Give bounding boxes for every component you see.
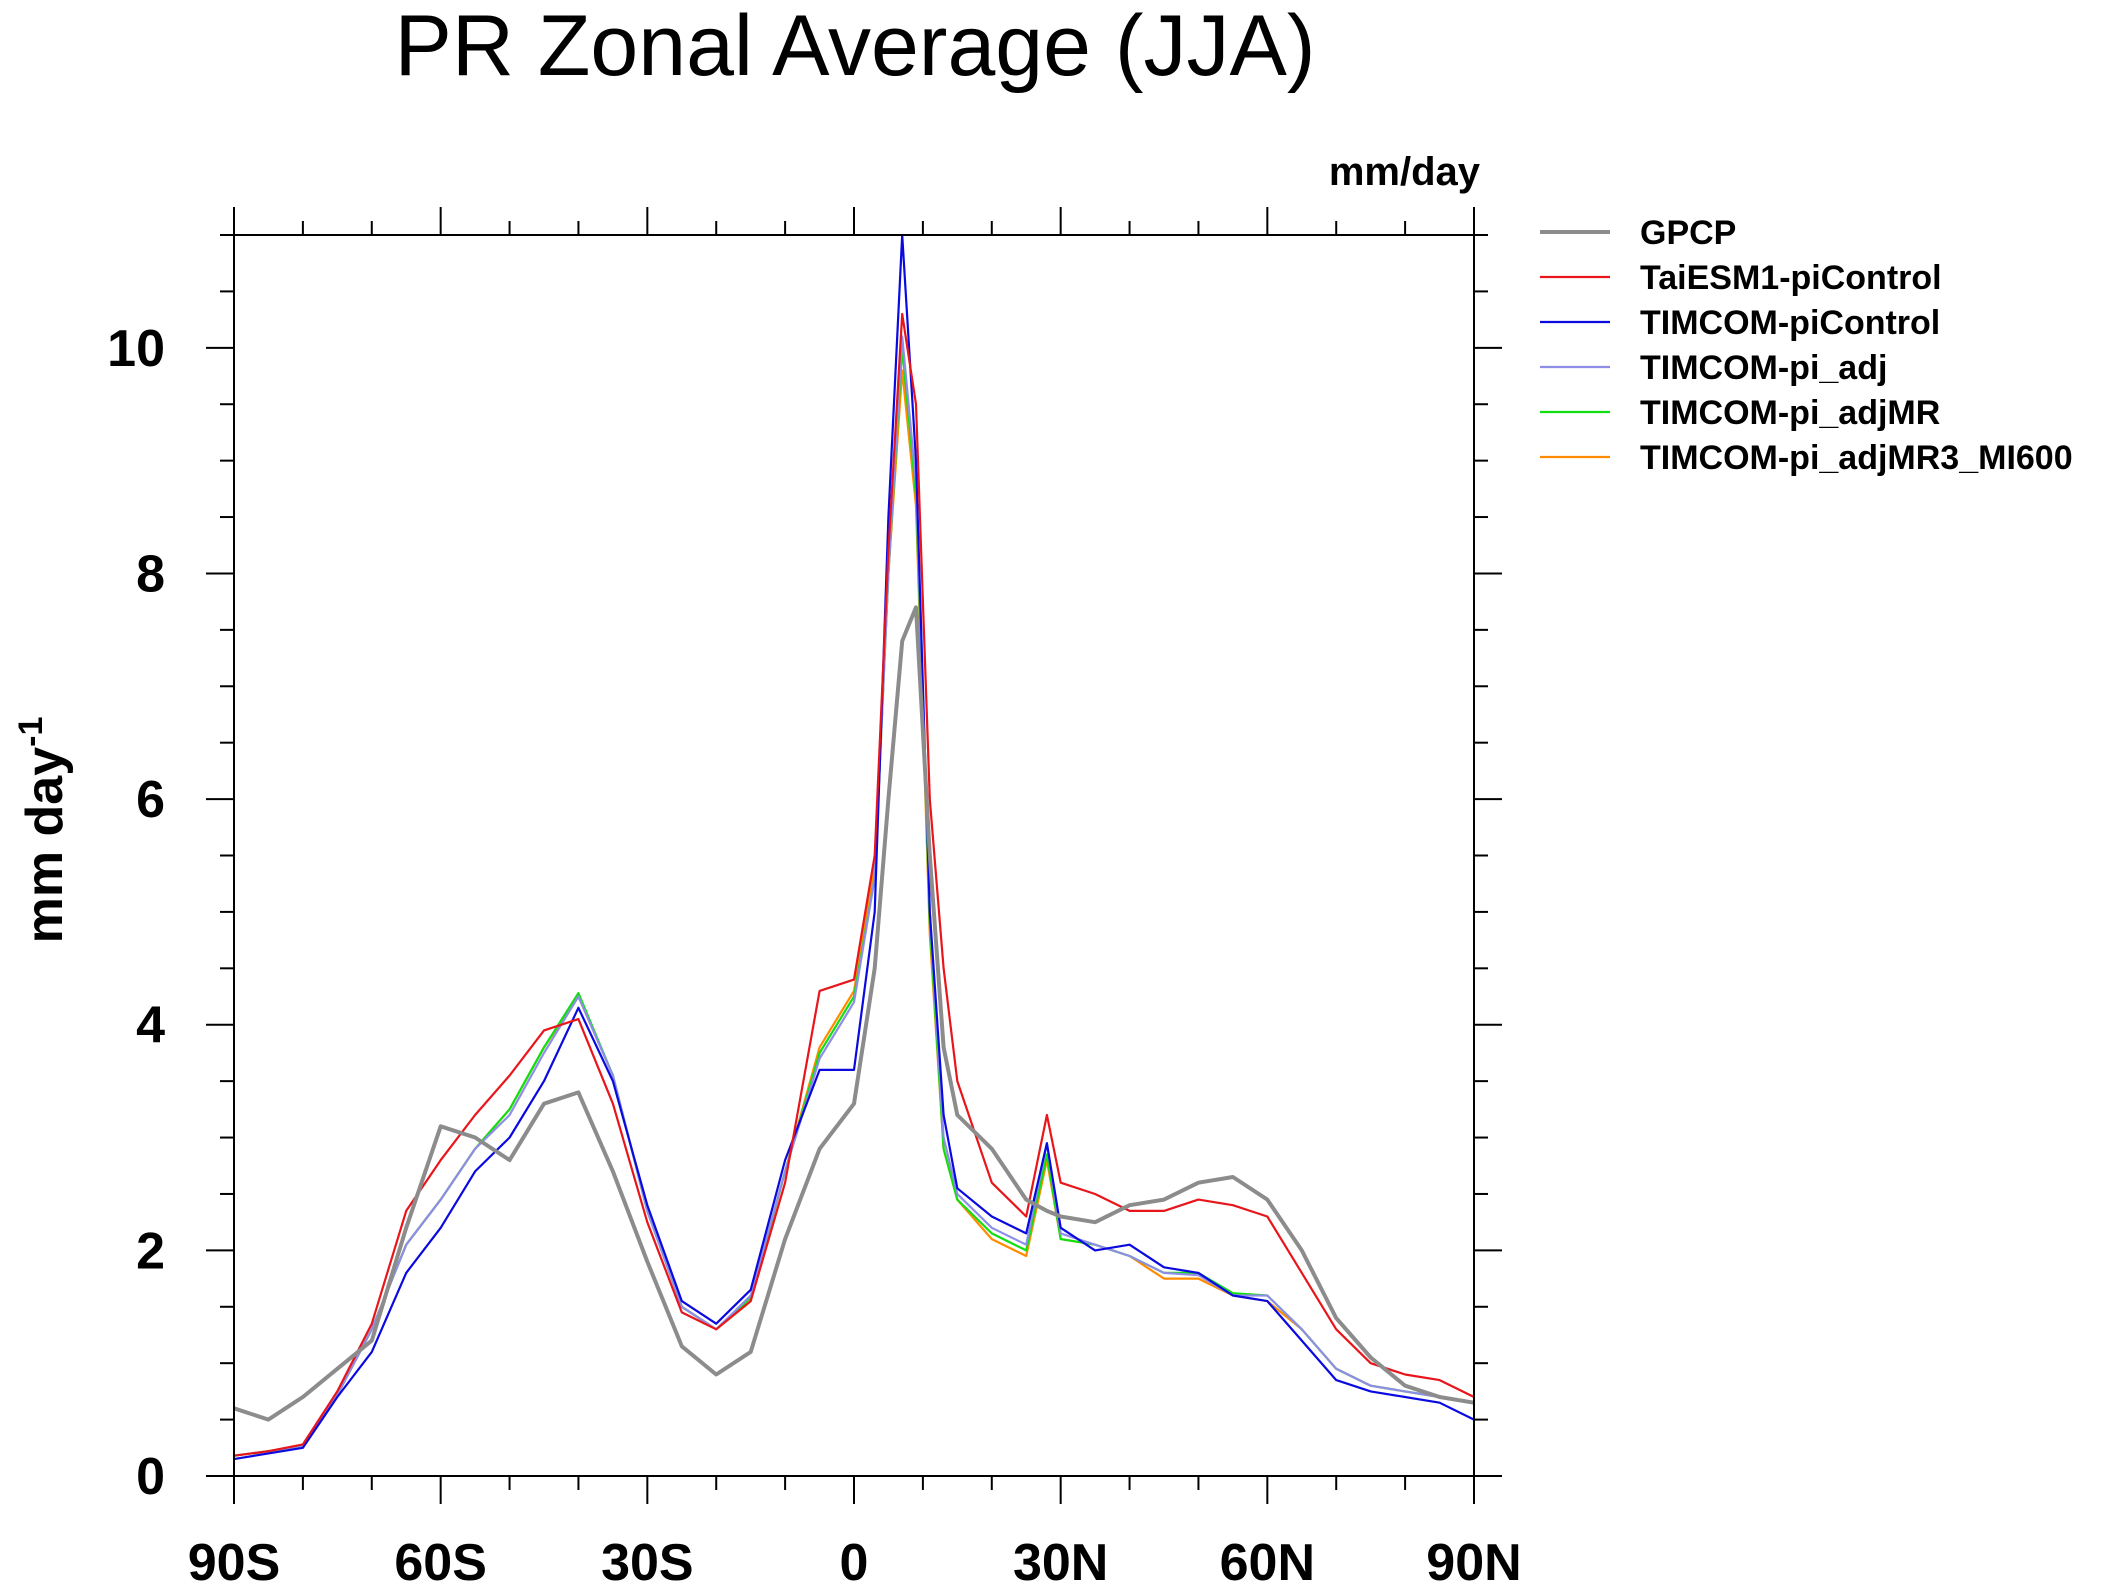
legend: GPCP TaiESM1-piControl TIMCOM-piControl TIM… [1540,214,2073,477]
series-line-TIMCOM-pi_adjMR3_MI600 [233,369,1475,1457]
x-tick-label: 30S [601,1534,694,1592]
y-tick-label: 6 [136,771,165,829]
legend-label: GPCP [1640,214,1736,252]
x-tick-label: 90N [1426,1534,1521,1592]
y-tick-label: 10 [107,320,165,378]
series-line-TIMCOM-pi_adjMR [233,346,1475,1457]
legend-label: TIMCOM-pi_adjMR3_MI600 [1640,439,2073,477]
legend-label: TaiESM1-piControl [1640,259,1942,297]
series-line-TaiESM1-piControl [233,312,1475,1457]
series-line-TIMCOM-piControl [233,233,1475,1461]
x-tick-label: 60S [394,1534,487,1592]
chart-title: PR Zonal Average (JJA) [395,0,1316,94]
x-tick-labels: 90S 60S 30S 0 30N 60N 90N [188,1534,1522,1592]
units-label: mm/day [1329,150,1481,194]
axis-ticks [206,207,1502,1504]
series-line-TIMCOM-pi_adj [233,335,1475,1457]
series-line-GPCP [233,605,1475,1422]
y-tick-label: 2 [136,1222,165,1280]
y-axis-label: mm day-1 [12,717,74,944]
y-tick-labels: 0 2 4 6 8 10 [107,320,165,1506]
svg-text:mm day-1: mm day-1 [12,717,74,944]
y-axis-label-text: mm day [16,747,74,944]
x-tick-label: 0 [840,1534,869,1592]
x-tick-label: 30N [1013,1534,1108,1592]
y-tick-label: 8 [136,545,165,603]
x-tick-label: 90S [188,1534,281,1592]
legend-label: TIMCOM-pi_adjMR [1640,394,1940,432]
y-axis-label-superscript: -1 [12,717,50,747]
x-tick-label: 60N [1220,1534,1315,1592]
y-tick-label: 0 [136,1448,165,1506]
plot-frame [233,234,1475,1477]
legend-label: TIMCOM-pi_adj [1640,349,1887,387]
y-tick-label: 4 [136,997,165,1055]
series-lines [233,233,1475,1461]
legend-label: TIMCOM-piControl [1640,304,1940,342]
